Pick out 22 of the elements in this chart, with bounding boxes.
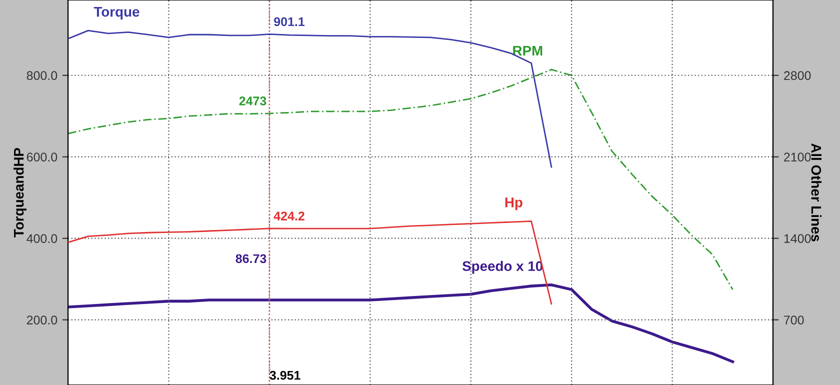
series-label: Hp: [505, 198, 522, 210]
line-series: [68, 68, 734, 290]
y-tick-label: 800.0: [26, 71, 58, 80]
line-series: [68, 220, 552, 305]
data-label: 424.2: [274, 212, 304, 220]
y-tick-label: 200.0: [26, 316, 58, 324]
series-label: Torque: [94, 7, 140, 20]
y-tick-label: 600.0: [26, 152, 58, 162]
y2-tick-label: 2100: [784, 152, 811, 162]
y2-axis-title: All Other Lines: [811, 143, 822, 242]
line-series: [68, 284, 734, 364]
y-tick-label: 400.0: [26, 234, 58, 243]
line-series: [68, 30, 552, 168]
y2-tick-label: 2800: [784, 71, 811, 80]
annotation: 86.73: [236, 254, 266, 264]
data-label: 901.1: [274, 17, 305, 26]
y-axis-title: TorqueandHP: [14, 148, 26, 238]
data-label: 2473: [239, 96, 266, 106]
annotation: 3.951: [270, 370, 300, 380]
y2-tick-label: 1400: [784, 234, 811, 243]
series-label: RPM: [513, 46, 542, 56]
y2-tick-label: 700: [784, 316, 804, 324]
